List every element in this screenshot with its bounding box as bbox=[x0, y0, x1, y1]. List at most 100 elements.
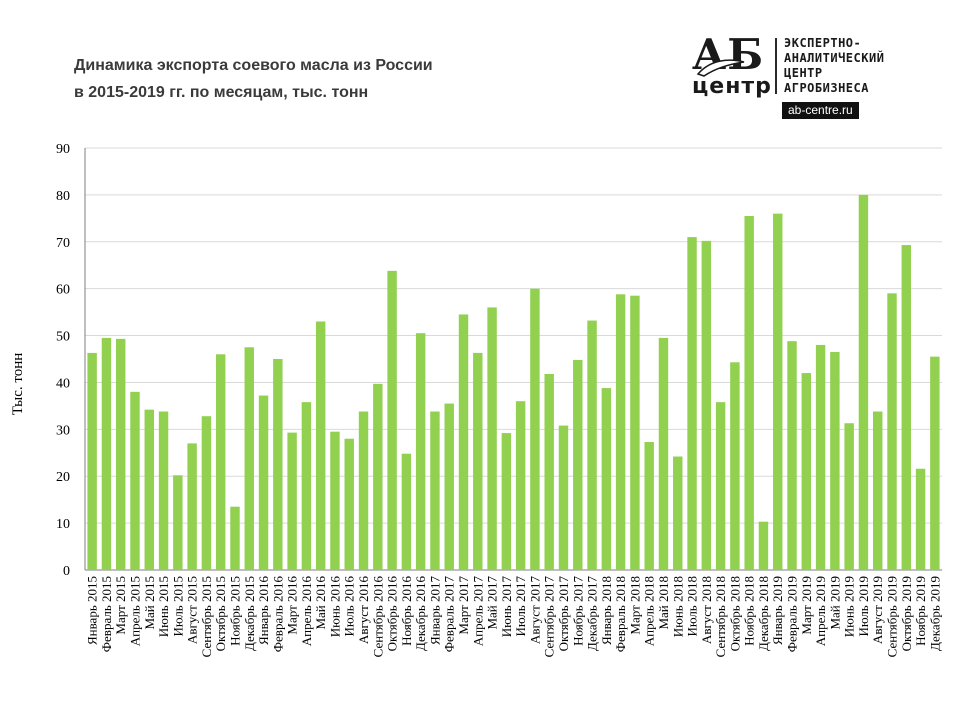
x-tick-label: Июль 2019 bbox=[856, 576, 871, 636]
x-tick-label: Октябрь 2017 bbox=[556, 576, 571, 652]
bar bbox=[115, 338, 126, 570]
y-tick-label: 80 bbox=[56, 189, 70, 204]
bar bbox=[658, 337, 669, 570]
x-tick-label: Февраль 2015 bbox=[99, 576, 114, 652]
logo-url: ab-centre.ru bbox=[782, 102, 859, 119]
x-tick-label: Май 2019 bbox=[827, 576, 842, 630]
bar bbox=[87, 352, 97, 570]
x-tick-label: Декабрь 2018 bbox=[756, 576, 771, 651]
x-tick-label: Январь 2016 bbox=[256, 576, 271, 646]
x-tick-label: Октябрь 2015 bbox=[213, 576, 228, 651]
y-tick-label: 20 bbox=[56, 470, 70, 485]
bar bbox=[373, 383, 383, 570]
x-tick-label: Декабрь 2015 bbox=[242, 576, 257, 651]
bar bbox=[887, 293, 897, 570]
x-tick-label: Май 2016 bbox=[313, 576, 328, 630]
x-tick-label: Ноябрь 2019 bbox=[913, 576, 928, 646]
bar bbox=[615, 294, 626, 570]
x-tick-label: Октябрь 2018 bbox=[727, 576, 742, 651]
logo-text: ЭКСПЕРТНО- АНАЛИТИЧЕСКИЙ ЦЕНТР АГРОБИЗНЕ… bbox=[784, 36, 884, 96]
logo-text-line: АГРОБИЗНЕСА bbox=[784, 81, 869, 95]
x-tick-label: Январь 2015 bbox=[85, 576, 100, 645]
x-tick-label: Октябрь 2016 bbox=[385, 576, 400, 652]
x-tick-label: Декабрь 2016 bbox=[413, 576, 428, 651]
x-tick-label: Август 2018 bbox=[699, 576, 714, 644]
x-tick-label: Ноябрь 2017 bbox=[570, 576, 585, 646]
chart-title: Динамика экспорта соевого масла из Росси… bbox=[74, 52, 634, 106]
x-tick-label: Апрель 2018 bbox=[642, 576, 657, 646]
chart-title-line-1: Динамика экспорта соевого масла из Росси… bbox=[74, 57, 433, 74]
x-tick-label: Май 2018 bbox=[656, 576, 671, 630]
bar bbox=[758, 521, 769, 570]
bar bbox=[773, 213, 783, 570]
x-tick-label: Июнь 2018 bbox=[670, 576, 685, 637]
y-tick-label: 70 bbox=[56, 236, 70, 251]
bar bbox=[701, 240, 712, 570]
x-tick-label: Март 2019 bbox=[799, 576, 814, 635]
chart-title-line-2: в 2015-2019 гг. по месяцам, тыс. тонн bbox=[74, 84, 369, 101]
x-tick-label: Февраль 2018 bbox=[613, 576, 628, 652]
y-axis-title: Тыс. тонн bbox=[10, 353, 26, 416]
bar bbox=[858, 194, 869, 570]
x-tick-label: Июнь 2019 bbox=[842, 576, 857, 637]
x-tick-label: Октябрь 2019 bbox=[899, 576, 914, 651]
y-tick-label: 40 bbox=[56, 376, 70, 391]
bar bbox=[844, 423, 854, 570]
x-tick-label: Июль 2018 bbox=[685, 576, 700, 636]
x-tick-label: Сентябрь 2019 bbox=[885, 576, 900, 657]
x-tick-label: Март 2018 bbox=[627, 576, 642, 635]
bar bbox=[744, 215, 754, 570]
bar bbox=[315, 321, 326, 570]
bar bbox=[273, 359, 283, 570]
bar bbox=[915, 468, 926, 570]
bar bbox=[430, 411, 440, 570]
bar bbox=[130, 391, 140, 570]
y-tick-label: 50 bbox=[56, 330, 70, 345]
bar bbox=[444, 403, 454, 570]
bar bbox=[630, 295, 640, 570]
y-tick-label: 0 bbox=[63, 564, 70, 579]
x-tick-label: Июнь 2015 bbox=[156, 576, 171, 637]
bar bbox=[601, 388, 612, 570]
bar bbox=[144, 409, 154, 570]
x-tick-label: Июль 2017 bbox=[513, 576, 528, 637]
bar bbox=[244, 347, 254, 570]
x-tick-label: Август 2017 bbox=[527, 576, 542, 645]
x-tick-label: Январь 2017 bbox=[427, 576, 442, 646]
x-tick-label: Сентябрь 2016 bbox=[370, 576, 385, 658]
bar bbox=[801, 373, 812, 570]
bar bbox=[644, 441, 654, 570]
x-tick-label: Июль 2015 bbox=[170, 576, 185, 636]
x-tick-label: Февраль 2017 bbox=[442, 576, 457, 653]
x-tick-label: Сентябрь 2018 bbox=[713, 576, 728, 657]
x-tick-label: Ноябрь 2018 bbox=[742, 576, 757, 646]
bar bbox=[287, 432, 297, 570]
y-tick-label: 90 bbox=[56, 142, 70, 157]
x-tick-label: Март 2015 bbox=[113, 576, 128, 635]
logo-text-line: ЦЕНТР bbox=[784, 66, 823, 80]
x-tick-label: Февраль 2016 bbox=[270, 576, 285, 653]
bar bbox=[787, 341, 797, 570]
x-tick-label: Декабрь 2019 bbox=[927, 576, 942, 651]
bar bbox=[673, 456, 683, 570]
x-tick-label: Апрель 2017 bbox=[470, 576, 485, 647]
bar bbox=[715, 402, 726, 570]
bar bbox=[487, 307, 497, 570]
bar bbox=[344, 438, 354, 570]
bar bbox=[530, 288, 540, 570]
x-tick-label: Апрель 2016 bbox=[299, 576, 314, 647]
x-tick-label: Июнь 2016 bbox=[327, 576, 342, 638]
x-tick-label: Апрель 2015 bbox=[127, 576, 142, 646]
bar bbox=[544, 374, 554, 570]
bar bbox=[901, 245, 912, 570]
x-tick-label: Март 2017 bbox=[456, 576, 471, 635]
bar bbox=[301, 402, 312, 570]
bar bbox=[501, 433, 512, 570]
logo-divider bbox=[775, 38, 777, 94]
bar bbox=[587, 320, 597, 570]
bar bbox=[187, 443, 197, 570]
bar bbox=[358, 411, 369, 570]
x-tick-label: Июнь 2017 bbox=[499, 576, 514, 638]
x-tick-label: Май 2017 bbox=[485, 576, 500, 630]
bar bbox=[515, 401, 526, 570]
